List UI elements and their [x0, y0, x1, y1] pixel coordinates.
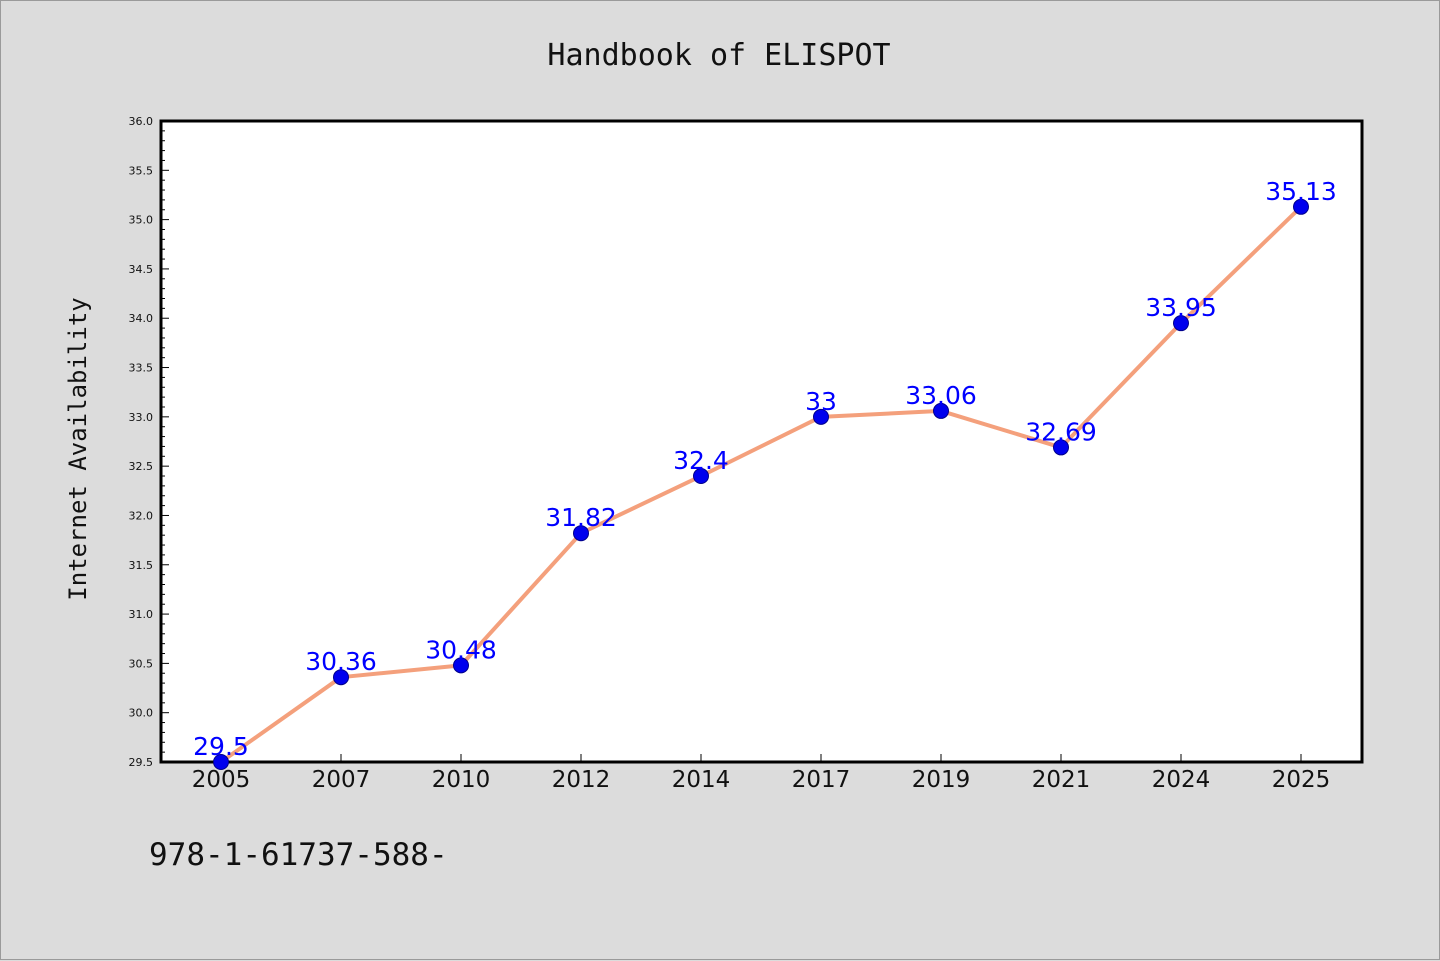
data-label: 33.06 [905, 381, 977, 410]
y-tick-label: 32.5 [129, 460, 154, 473]
data-point [453, 657, 469, 674]
x-tick-label: 2024 [1152, 767, 1211, 793]
series-line [219, 204, 1303, 764]
data-label: 30.48 [425, 635, 497, 664]
data-label: 29.5 [193, 732, 249, 761]
data-label: 33.95 [1145, 293, 1217, 322]
plot-area [159, 119, 1364, 764]
y-tick-label: 30.0 [129, 707, 154, 720]
x-tick-label: 2021 [1032, 767, 1091, 793]
data-label: 30.36 [305, 647, 377, 676]
data-point [933, 402, 949, 419]
data-label: 31.82 [545, 503, 617, 532]
data-point [573, 525, 589, 542]
x-tick-label: 2019 [912, 767, 971, 793]
x-tick-label: 2007 [312, 767, 371, 793]
y-tick-label: 31.0 [129, 608, 154, 621]
y-axis-label: Internet Availability [64, 297, 92, 600]
x-axis: 2005 2007 2010 2012 2014 2017 2019 2021 2024 2025 [192, 754, 1331, 793]
y-tick-label: 34.0 [129, 312, 154, 325]
y-axis: 29.5 30.0 30.5 31.0 31.5 32.0 32.5 33.0 33.5 34.0… [129, 115, 169, 769]
x-tick-label: 2017 [792, 767, 851, 793]
series-polyline [219, 204, 1303, 764]
data-label: 32.4 [673, 446, 729, 475]
x-tick-label: 2005 [192, 767, 251, 793]
y-tick-label: 31.5 [129, 559, 154, 572]
data-point [813, 408, 829, 425]
y-tick-label: 36.0 [129, 115, 154, 128]
y-tick-label: 35.5 [129, 164, 154, 177]
data-point [1293, 198, 1309, 215]
data-point [333, 669, 349, 686]
y-tick-label: 33.0 [129, 411, 154, 424]
x-tick-label: 2012 [552, 767, 611, 793]
y-tick-label: 30.5 [129, 657, 154, 670]
y-tick-label: 33.5 [129, 362, 154, 375]
x-tick-label: 2014 [672, 767, 731, 793]
data-point [1173, 315, 1189, 332]
data-label: 32.69 [1025, 417, 1097, 446]
y-tick-label: 29.5 [129, 756, 154, 769]
data-label: 33 [805, 387, 837, 416]
x-tick-label: 2025 [1272, 767, 1331, 793]
data-markers [213, 198, 1309, 770]
data-point [213, 754, 229, 770]
y-tick-label: 34.5 [129, 263, 154, 276]
y-tick-label: 32.0 [129, 509, 154, 522]
data-point [1053, 439, 1069, 456]
data-point [693, 468, 709, 485]
y-tick-label: 35.0 [129, 214, 154, 227]
footer-text: 978-1-61737-588- [149, 837, 448, 873]
chart-title: Handbook of ELISPOT [547, 38, 890, 73]
data-label: 35.13 [1265, 177, 1337, 206]
data-labels: 29.5 30.36 30.48 31.82 32.4 33 33.06 32.69 33.95… [193, 177, 1337, 761]
x-tick-label: 2010 [432, 767, 491, 793]
